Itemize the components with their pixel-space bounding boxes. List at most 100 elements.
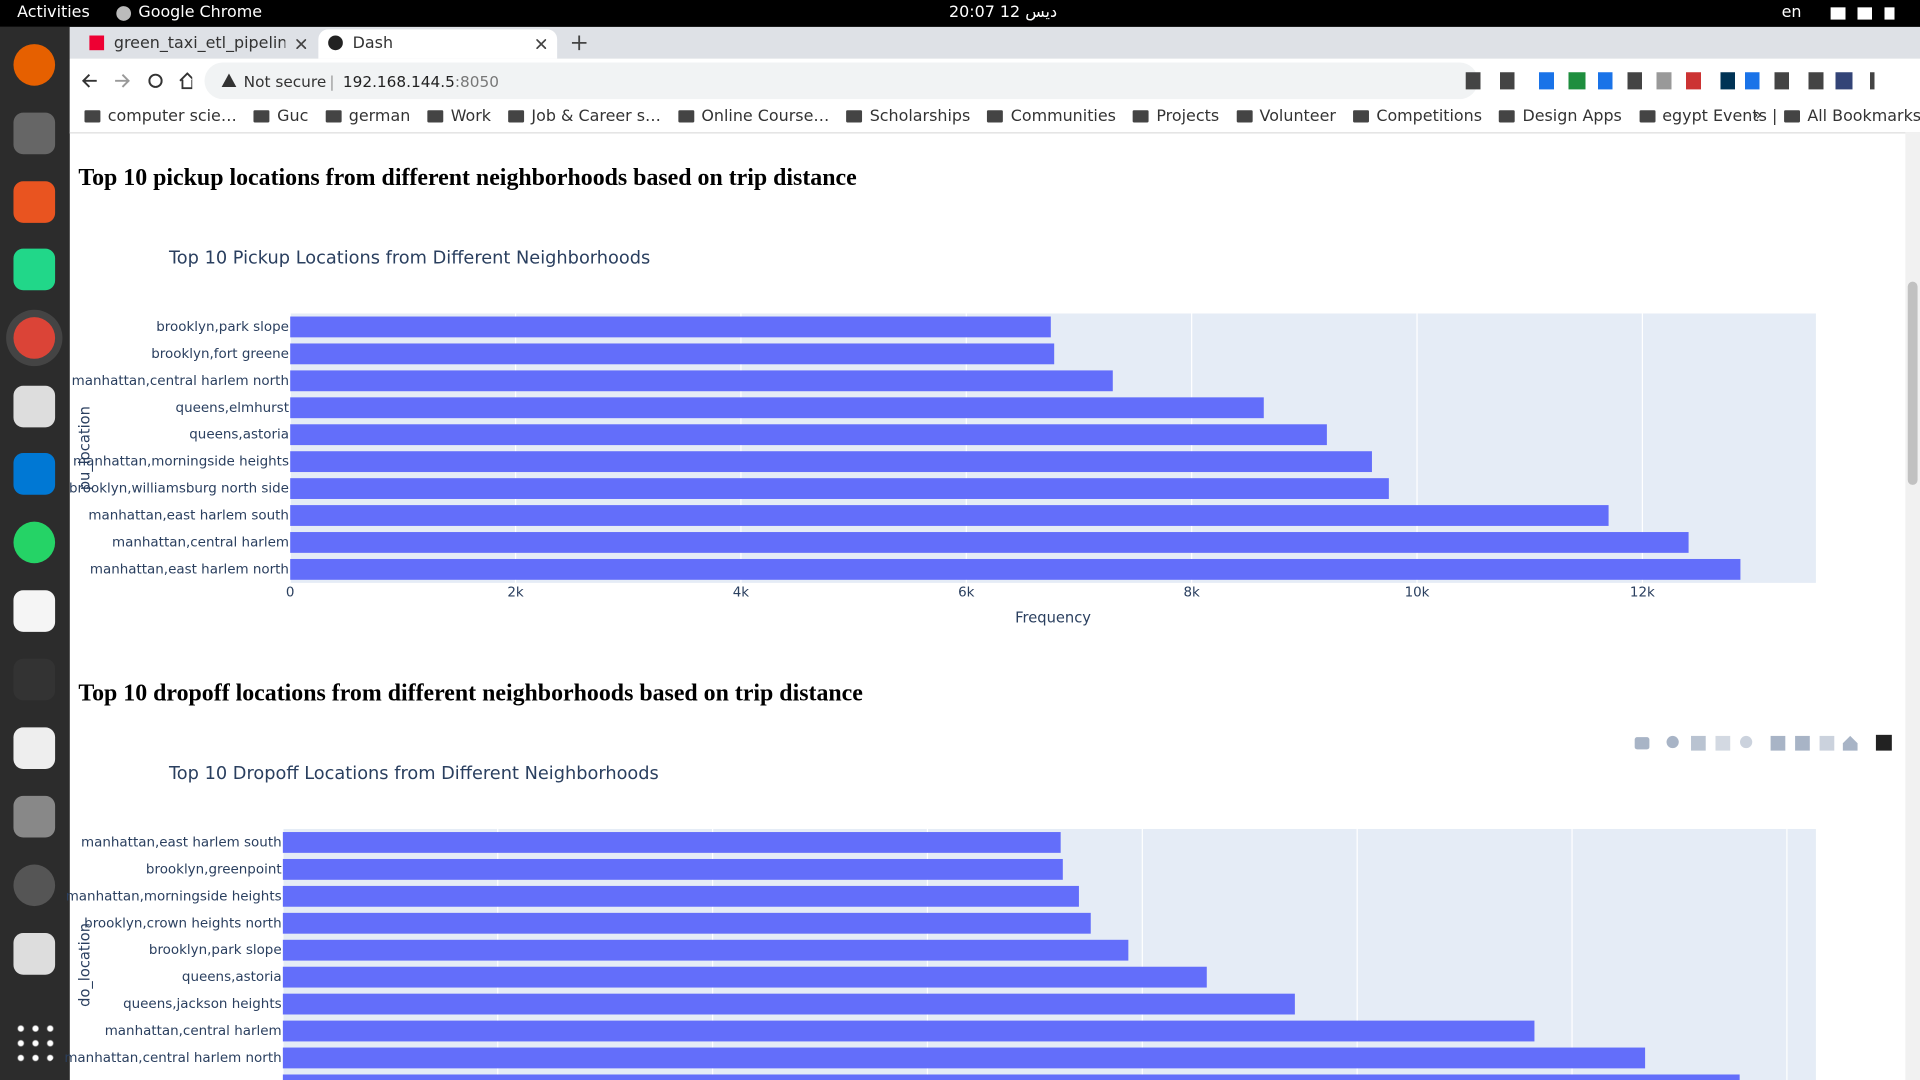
all-bookmarks[interactable]: All Bookmarks <box>1784 108 1920 126</box>
bookmark-label: Scholarships <box>869 107 971 127</box>
new-tab[interactable] <box>571 35 587 51</box>
y-tick-label: queens,astoria <box>189 428 289 443</box>
chart-title: Top 10 Dropoff Locations from Different … <box>168 764 659 784</box>
x-tick-label: 2k <box>507 586 524 601</box>
bookmark-label: Communities <box>1010 107 1116 127</box>
tab-close[interactable] <box>296 39 307 49</box>
bar <box>282 858 1063 880</box>
y-tick-label: manhattan,central harlem north <box>64 1051 281 1066</box>
status-icons[interactable] <box>1830 7 1905 20</box>
bar <box>290 397 1264 419</box>
activities[interactable]: Activities <box>17 3 90 23</box>
bookmark[interactable]: Work <box>427 108 491 126</box>
app-name[interactable]: Google Chrome <box>138 3 263 23</box>
bookmark[interactable]: Communities <box>987 107 1116 127</box>
bookmark[interactable]: Job & Career s… <box>508 108 661 126</box>
disks-icon[interactable] <box>13 795 56 838</box>
folder-icon <box>508 110 525 123</box>
bookmark-label: german <box>348 107 411 127</box>
bookmark[interactable]: Competitions <box>1353 108 1482 126</box>
bookmark[interactable]: Volunteer <box>1236 108 1336 126</box>
tab-title: Dash <box>352 34 394 53</box>
bar <box>282 912 1091 934</box>
y-tick-label: brooklyn,williamsburg north side <box>69 482 289 497</box>
bookmark-label: egypt Events | <box>1662 107 1778 127</box>
terminal-icon[interactable] <box>13 658 56 701</box>
bar <box>282 885 1079 907</box>
x-tick-label: 6k <box>958 586 975 601</box>
chart-title: Top 10 Pickup Locations from Different N… <box>168 248 650 268</box>
bookmark[interactable]: Design Apps <box>1499 108 1622 126</box>
separator: | <box>329 72 335 91</box>
tab-strip: green_taxi_etl_pipeline - Dash <box>69 26 1920 59</box>
modebar[interactable] <box>1632 734 1894 752</box>
bar <box>290 478 1389 499</box>
x-tick-label: 12k <box>1630 586 1655 601</box>
nav-buttons[interactable] <box>82 72 193 90</box>
x-tick-label: 10k <box>1405 586 1430 601</box>
bookmark[interactable]: egypt Events | <box>1638 107 1778 127</box>
unity-icon[interactable] <box>13 385 56 428</box>
bookmark[interactable]: Projects <box>1133 108 1219 126</box>
disc-icon[interactable] <box>13 864 56 907</box>
y-tick-label: brooklyn,park slope <box>156 320 289 335</box>
bookmark[interactable]: Online Course… <box>678 108 829 126</box>
folder-icon <box>678 110 695 123</box>
tab-title: green_taxi_etl_pipeline - <box>113 34 286 53</box>
language[interactable]: en <box>1781 3 1802 23</box>
pycharm-icon[interactable] <box>13 248 56 291</box>
tab-active[interactable]: Dash <box>318 29 558 59</box>
clock[interactable]: 20:07 12 ديس <box>948 3 1058 23</box>
bookmark-list: computer scie… Guc german Work Job & Career … <box>84 108 1794 126</box>
x-tick-label: 4k <box>733 586 750 601</box>
vscode-icon[interactable] <box>13 453 56 495</box>
y-tick-label: brooklyn,crown heights north <box>84 916 281 931</box>
folder-icon <box>987 110 1004 123</box>
chrome-dock-icon[interactable] <box>13 317 56 359</box>
firefox-icon[interactable] <box>13 44 56 86</box>
y-tick-label: brooklyn,park slope <box>149 943 282 958</box>
x-axis-title: Frequency <box>1015 609 1091 626</box>
extension-icons[interactable] <box>1465 72 1907 90</box>
y-tick-label: manhattan,east harlem north <box>90 562 289 577</box>
bookmark[interactable]: Scholarships <box>846 108 970 126</box>
folder-icon <box>1499 110 1516 123</box>
y-tick-label: manhattan,east harlem south <box>81 835 282 850</box>
y-tick-label: queens,elmhurst <box>176 401 289 416</box>
y-tick-label: manhattan,central harlem north <box>72 374 289 389</box>
software-icon[interactable] <box>13 181 56 223</box>
app-icon[interactable] <box>13 727 56 769</box>
y-tick-label: brooklyn,fort greene <box>151 347 289 362</box>
bar <box>282 1074 1740 1080</box>
bar <box>282 939 1129 961</box>
y-tick-label: manhattan,central harlem <box>112 535 289 550</box>
folder-icon <box>1638 110 1655 123</box>
bookmark-label: Online Course… <box>701 107 830 127</box>
editor-icon[interactable] <box>13 590 56 632</box>
bookmark[interactable]: computer scie… <box>84 108 237 126</box>
all-bookmarks-label: All Bookmarks <box>1807 107 1920 127</box>
bookmark-label: Design Apps <box>1522 107 1622 127</box>
whatsapp-icon[interactable] <box>13 521 56 564</box>
bar <box>290 316 1051 338</box>
bookmark[interactable]: german <box>325 107 411 127</box>
bar <box>282 1020 1535 1042</box>
bookmark[interactable]: Guc <box>253 108 308 126</box>
scroll-thumb[interactable] <box>1907 281 1918 485</box>
section-heading: Top 10 pickup locations from different n… <box>78 165 857 192</box>
tab[interactable]: green_taxi_etl_pipeline - <box>80 29 319 58</box>
bar <box>290 370 1113 392</box>
bookmarks-overflow[interactable]: » <box>1752 106 1763 125</box>
tab-close[interactable] <box>536 39 547 49</box>
folder-icon <box>846 110 863 123</box>
tab-icon <box>328 35 343 51</box>
apps-grid[interactable] <box>13 1021 56 1063</box>
scrollbar[interactable] <box>1905 132 1920 1080</box>
address-bar[interactable]: Not secure | 192.168.144.5:8050 <box>204 62 1478 100</box>
folder-icon <box>253 110 270 123</box>
chrome-icon <box>116 6 132 21</box>
bookmarks-bar: computer scie… Guc german Work Job & Career … <box>69 102 1920 134</box>
trash-icon[interactable] <box>13 933 56 975</box>
files-icon[interactable] <box>13 112 56 155</box>
